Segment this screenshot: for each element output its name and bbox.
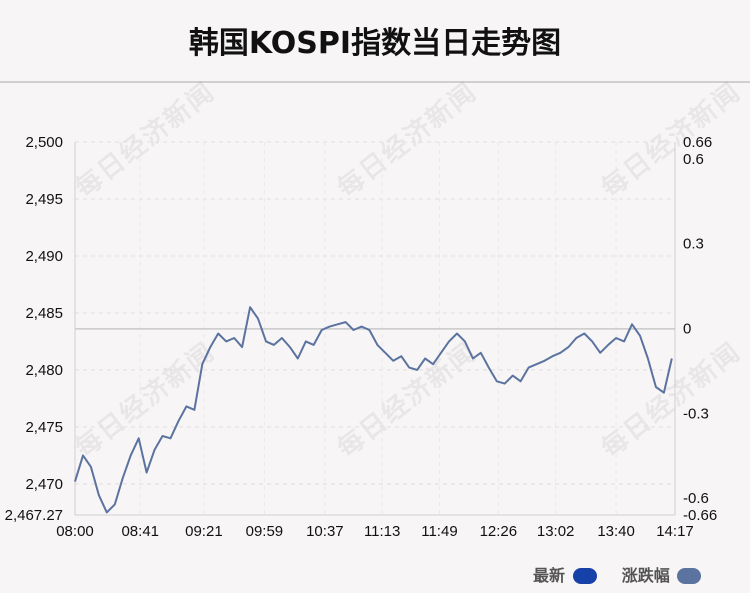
y-tick-label-right: -0.3 — [683, 405, 709, 422]
x-tick-label: 13:40 — [597, 523, 635, 540]
legend-label-change: 涨跌幅 — [621, 566, 670, 585]
y-tick-label-right: 0.66 — [683, 134, 712, 151]
y-tick-label-right: -0.6 — [683, 490, 709, 507]
x-tick-label: 08:00 — [56, 523, 94, 540]
y-tick-label-left: 2,480 — [25, 362, 63, 379]
y-tick-label-right: 0.6 — [683, 151, 704, 168]
x-tick-label: 09:59 — [246, 523, 284, 540]
y-tick-label-right: -0.66 — [683, 507, 717, 524]
y-tick-label-left: 2,485 — [25, 305, 63, 322]
x-tick-label: 14:17 — [656, 523, 694, 540]
y-tick-label-left: 2,500 — [25, 134, 63, 151]
y-tick-label-left: 2,495 — [25, 191, 63, 208]
x-tick-label: 13:02 — [537, 523, 575, 540]
x-tick-label: 11:49 — [421, 523, 457, 540]
legend-swatch-change[interactable] — [677, 568, 702, 584]
legend-swatch-latest[interactable] — [572, 568, 597, 584]
chart-title: 韩国KOSPI指数当日走势图 — [188, 26, 562, 61]
legend: 最新 涨跌幅 — [533, 562, 702, 586]
y-tick-label-left: 2,470 — [25, 476, 63, 493]
x-tick-label: 08:41 — [121, 523, 159, 540]
y-tick-label-right: 0 — [683, 321, 691, 338]
x-tick-label: 09:21 — [185, 523, 223, 540]
title-divider — [0, 81, 750, 83]
x-tick-label: 11:13 — [364, 523, 400, 540]
y-tick-label-left: 2,467.27 — [5, 507, 63, 524]
x-tick-label: 12:26 — [480, 523, 518, 540]
y-tick-label-right: 0.3 — [683, 236, 704, 253]
series-line — [74, 306, 673, 514]
x-tick-label: 10:37 — [306, 523, 344, 540]
y-tick-label-left: 2,475 — [25, 419, 63, 436]
y-tick-label-left: 2,490 — [25, 248, 63, 265]
legend-label-latest: 最新 — [533, 566, 566, 585]
